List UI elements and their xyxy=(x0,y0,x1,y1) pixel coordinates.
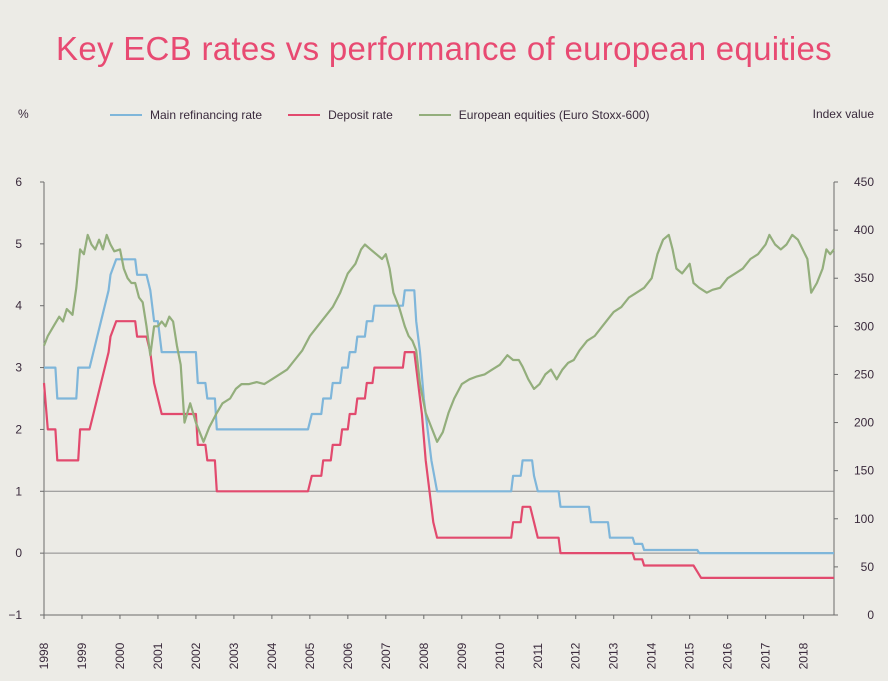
series-line-main-refinancing-rate xyxy=(44,258,834,555)
y-right-tick-label: 200 xyxy=(854,416,874,430)
x-tick-label: 2004 xyxy=(265,642,279,669)
x-tick-label: 2012 xyxy=(569,642,583,669)
legend-swatch-deposit-rate xyxy=(288,114,321,116)
legend-swatch-european-equities xyxy=(418,114,451,116)
x-tick-label: 2017 xyxy=(759,642,773,669)
x-tick-label: 2014 xyxy=(645,642,659,669)
x-tick-label: 2018 xyxy=(797,642,811,669)
y-left-tick-label: 2 xyxy=(15,422,22,436)
series-line-european-equities-euro-stoxx-600 xyxy=(42,233,835,443)
legend-item-deposit-rate: Deposit rate xyxy=(288,108,393,122)
x-tick-label: 2015 xyxy=(683,642,697,669)
y-right-tick-label: 300 xyxy=(854,319,874,333)
y-left-tick-label: 0 xyxy=(15,546,22,560)
legend-item-main-refinancing-rate: Main refinancing rate xyxy=(110,108,262,122)
x-tick-label: 2003 xyxy=(227,642,241,669)
legend-swatch-main-refinancing-rate xyxy=(110,114,142,116)
x-tick-label: 2006 xyxy=(341,642,355,669)
y-left-tick-label: 6 xyxy=(15,175,22,189)
x-tick-label: 2011 xyxy=(531,643,545,669)
legend-label-european-equities: European equities (Euro Stoxx-600) xyxy=(458,108,650,122)
x-tick-label: 2009 xyxy=(455,642,469,669)
y-right-tick-label: 100 xyxy=(854,512,874,526)
y-left-tick-label: −1 xyxy=(8,608,22,622)
y-right-tick-label: 50 xyxy=(861,560,875,574)
right-axis-unit: Index value xyxy=(812,107,874,121)
legend-item-european-equities: European equities (Euro Stoxx-600) xyxy=(418,108,650,122)
series-line-deposit-rate xyxy=(42,320,834,579)
x-tick-label: 1998 xyxy=(37,642,51,669)
left-axis-unit: % xyxy=(18,107,29,121)
legend-label-main-refinancing-rate: Main refinancing rate xyxy=(150,108,263,122)
y-right-tick-label: 0 xyxy=(867,608,874,622)
y-left-tick-label: 1 xyxy=(15,484,22,498)
y-left-tick-label: 4 xyxy=(15,299,22,313)
x-tick-label: 1999 xyxy=(75,642,89,669)
x-tick-label: 2008 xyxy=(417,642,431,669)
y-right-tick-label: 250 xyxy=(854,367,874,381)
chart-legend: Main refinancing rate Deposit rate Europ… xyxy=(110,106,676,124)
y-left-tick-label: 3 xyxy=(15,361,22,375)
x-tick-label: 2000 xyxy=(113,642,127,669)
x-tick-label: 2016 xyxy=(721,642,735,669)
legend-label-deposit-rate: Deposit rate xyxy=(328,108,393,122)
chart-title: Key ECB rates vs performance of european… xyxy=(56,30,832,67)
x-tick-label: 2005 xyxy=(303,642,317,669)
y-right-tick-label: 150 xyxy=(854,464,874,478)
x-tick-label: 2002 xyxy=(189,642,203,669)
x-tick-label: 2001 xyxy=(151,642,165,669)
y-right-tick-label: 450 xyxy=(854,175,874,189)
y-right-tick-label: 400 xyxy=(854,223,874,237)
y-left-tick-label: 5 xyxy=(15,237,22,251)
x-tick-label: 2007 xyxy=(379,642,393,669)
x-tick-label: 2010 xyxy=(493,642,507,669)
x-tick-label: 2013 xyxy=(607,642,621,669)
y-right-tick-label: 350 xyxy=(854,271,874,285)
